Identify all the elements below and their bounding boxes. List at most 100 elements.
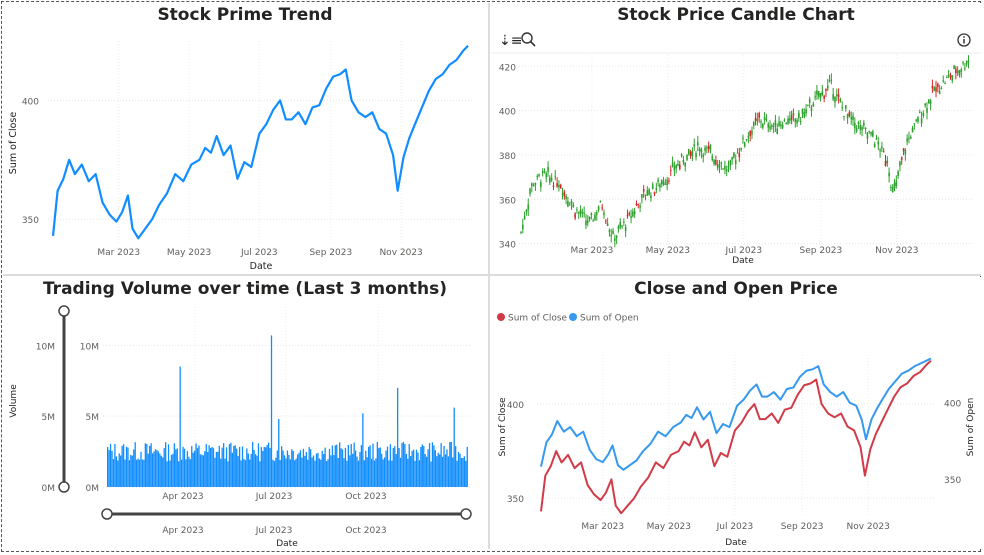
candle-body (720, 162, 723, 164)
candle-body (819, 92, 822, 98)
candle-body (937, 83, 939, 88)
candle-body (875, 138, 878, 140)
zoom-icon[interactable] (521, 32, 537, 52)
volume-bar (418, 460, 421, 487)
candle-body (561, 193, 564, 195)
volume-bar (130, 454, 132, 487)
candle-body (906, 138, 908, 142)
volume-bar (243, 458, 245, 487)
candle-body (641, 194, 643, 198)
volume-bar (195, 443, 197, 487)
candle-body (805, 109, 807, 114)
panel-close-open[interactable]: Close and Open Price Sum of Close Sum of … (491, 277, 981, 549)
volume-bar (162, 457, 164, 487)
volume-bar (395, 453, 397, 487)
candle-body (834, 97, 836, 103)
y-left-axis-label: Sum of Close (498, 397, 508, 457)
volume-bar (188, 456, 190, 487)
volume-bar (349, 455, 351, 487)
candle-body (839, 98, 842, 102)
volume-bar (172, 453, 174, 487)
candle-body (785, 123, 788, 125)
volume-bar (444, 454, 447, 487)
candle-body (841, 107, 843, 109)
volume-bar (157, 451, 160, 487)
volume-bar (334, 445, 336, 487)
volume-bar (360, 445, 363, 487)
close-open-chart-svg: Sum of Close Sum of Open 350 350 400 400 Mar 2… (497, 313, 976, 548)
volume-bar (392, 447, 394, 487)
volume-bar (431, 442, 434, 487)
panel-candle[interactable]: Stock Price Candle Chart ⇣≡ 340 360 380 400… (491, 3, 981, 273)
volume-bar (221, 447, 223, 487)
volume-bar (220, 458, 222, 487)
volume-bar (107, 447, 109, 487)
slider-handle-right (460, 508, 472, 520)
sort-icon[interactable]: ⇣≡ (499, 33, 523, 49)
volume-bar (298, 452, 300, 487)
y-axis-label: Sum of Close (8, 112, 19, 175)
candle-body (792, 113, 795, 116)
volume-bar (354, 450, 357, 487)
candle-body (554, 175, 557, 177)
candle-body (794, 118, 797, 122)
candle-body (543, 171, 546, 173)
volume-bar (407, 458, 409, 487)
volume-bar (402, 441, 405, 487)
candle-body (908, 137, 910, 139)
candle-body (890, 187, 892, 189)
volume-bar (140, 451, 142, 487)
volume-bar (115, 456, 117, 487)
candle-body (926, 108, 928, 113)
volume-bar (359, 451, 361, 487)
candle-body (772, 125, 775, 127)
volume-bar (262, 450, 264, 487)
candle-body (803, 112, 806, 118)
candle-body (639, 205, 641, 208)
candle-body (938, 90, 941, 95)
candle-body (725, 169, 728, 172)
x-tick-label: Mar 2023 (581, 522, 624, 532)
candle-body (931, 85, 934, 89)
volume-bar (291, 449, 293, 487)
candle-body (603, 212, 605, 216)
candle-body (783, 119, 786, 121)
candle-body (958, 70, 961, 76)
candle-body (686, 154, 688, 160)
candle-body (632, 211, 634, 217)
volume-bar (149, 445, 151, 487)
chart-title: Close and Open Price (634, 279, 838, 299)
volume-bar (276, 450, 278, 487)
candle-body (706, 147, 708, 149)
volume-bar (117, 460, 119, 487)
candle-body (718, 165, 721, 167)
candle-body (610, 234, 613, 237)
volume-bar (192, 452, 194, 487)
candle-body (962, 62, 964, 64)
volume-bar (173, 443, 175, 487)
volume-bar (430, 461, 432, 487)
volume-bar (311, 457, 313, 487)
candle-body (660, 179, 663, 185)
y-tick-label: 340 (499, 241, 516, 251)
candle-body (863, 122, 865, 126)
panel-volume[interactable]: Trading Volume over time (Last 3 months)… (3, 277, 487, 549)
candle-body (738, 153, 741, 158)
candle-body (568, 204, 571, 206)
volume-bar (405, 453, 407, 487)
candle-body (891, 187, 894, 193)
candle-body (816, 90, 818, 95)
volume-bar (331, 445, 334, 487)
candle-body (700, 149, 703, 153)
volume-bar (253, 449, 255, 487)
candle-body (873, 143, 876, 148)
volume-bar (440, 443, 442, 487)
candle-body (594, 214, 596, 220)
candle-body (897, 171, 899, 176)
y-tick-label: 0M (86, 484, 100, 494)
candle-body (623, 221, 625, 223)
panel-stock-trend[interactable]: Stock Prime Trend 350 400 Mar 2023 May 2023… (3, 3, 487, 273)
info-icon[interactable] (957, 33, 973, 53)
volume-bar (294, 460, 296, 487)
candle-body (855, 128, 858, 132)
